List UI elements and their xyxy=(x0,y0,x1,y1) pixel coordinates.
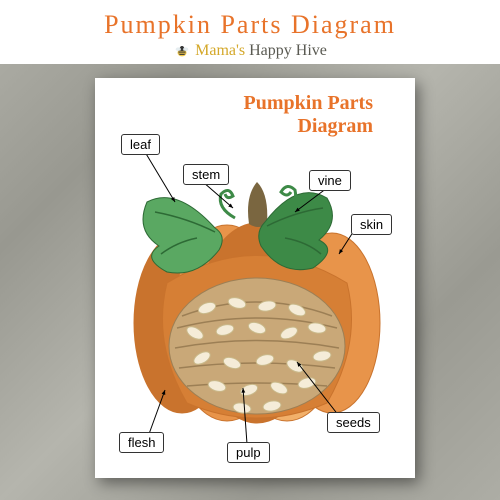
header: Pumpkin Parts Diagram Mama's Happy Hive xyxy=(0,0,500,64)
brand-prefix: Mama's xyxy=(195,42,245,60)
brand-suffix: Happy Hive xyxy=(249,42,327,60)
diagram-stage: leafstemvineskinfleshpulpseeds xyxy=(107,140,403,470)
label-pulp: pulp xyxy=(227,442,270,463)
page-title: Pumpkin Parts Diagram xyxy=(0,10,500,40)
label-stem: stem xyxy=(183,164,229,185)
label-seeds: seeds xyxy=(327,412,380,433)
brand: Mama's Happy Hive xyxy=(0,42,500,60)
label-skin: skin xyxy=(351,214,392,235)
label-flesh: flesh xyxy=(119,432,164,453)
sheet-title-line1: Pumpkin Parts xyxy=(107,92,373,115)
label-vine: vine xyxy=(309,170,351,191)
worksheet: Pumpkin Parts Diagram xyxy=(95,78,415,478)
sheet-title: Pumpkin Parts Diagram xyxy=(107,92,373,138)
pumpkin-illustration xyxy=(127,168,387,428)
label-leaf: leaf xyxy=(121,134,160,155)
bee-icon xyxy=(173,42,191,60)
